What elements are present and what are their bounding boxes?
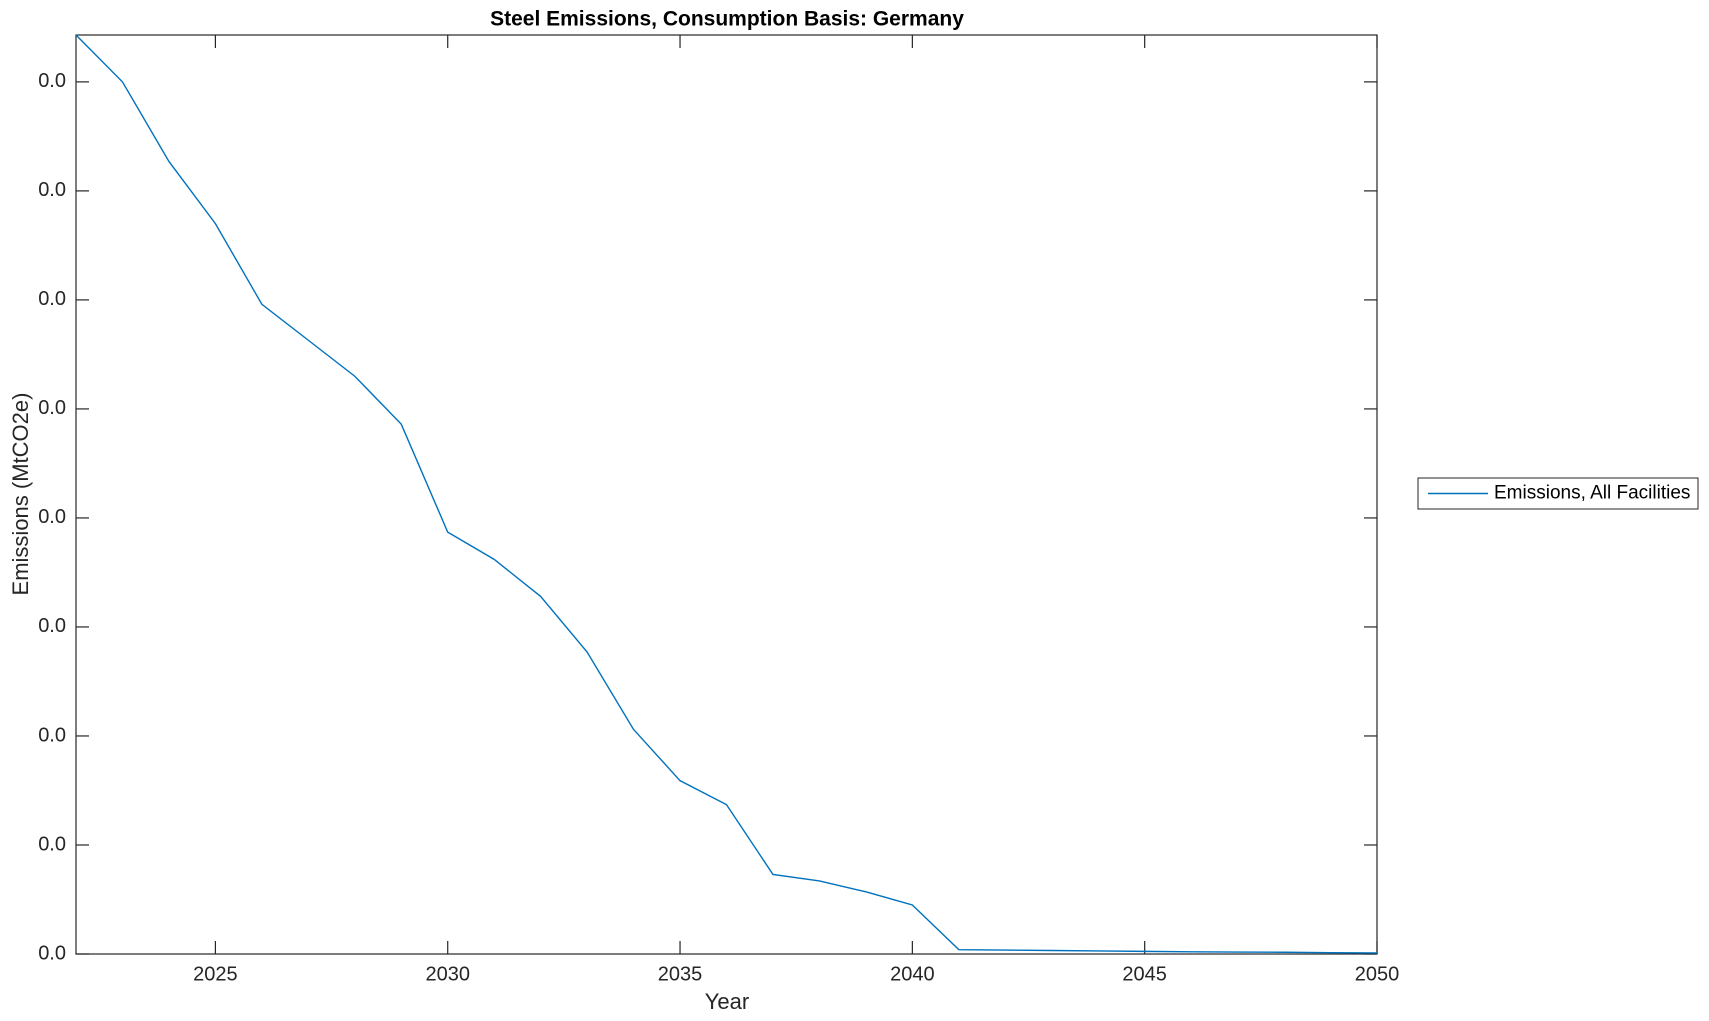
y-tick-label: 0.0	[38, 724, 66, 746]
x-tick-label: 2045	[1122, 963, 1167, 985]
y-tick-label: 0.0	[38, 615, 66, 637]
plot-area	[75, 34, 1378, 955]
x-tick-label: 2035	[658, 963, 703, 985]
y-tick-label: 0.0	[38, 288, 66, 310]
x-tick-label: 2025	[193, 963, 238, 985]
y-axis-label: Emissions (MtCO2e)	[8, 393, 33, 596]
x-tick-label: 2030	[425, 963, 470, 985]
legend-label: Emissions, All Facilities	[1494, 483, 1690, 504]
chart-title: Steel Emissions, Consumption Basis: Germ…	[490, 8, 964, 31]
y-tick-label: 0.0	[38, 70, 66, 92]
y-tick-label: 0.0	[38, 506, 66, 528]
y-tick-label: 0.0	[38, 942, 66, 964]
x-axis-label: Year	[705, 989, 749, 1014]
y-tick-label: 0.0	[38, 833, 66, 855]
x-tick-label: 2050	[1355, 963, 1400, 985]
x-tick-label: 2040	[890, 963, 935, 985]
y-tick-label: 0.0	[38, 397, 66, 419]
y-tick-label: 0.0	[38, 179, 66, 201]
data-line	[75, 34, 1378, 954]
